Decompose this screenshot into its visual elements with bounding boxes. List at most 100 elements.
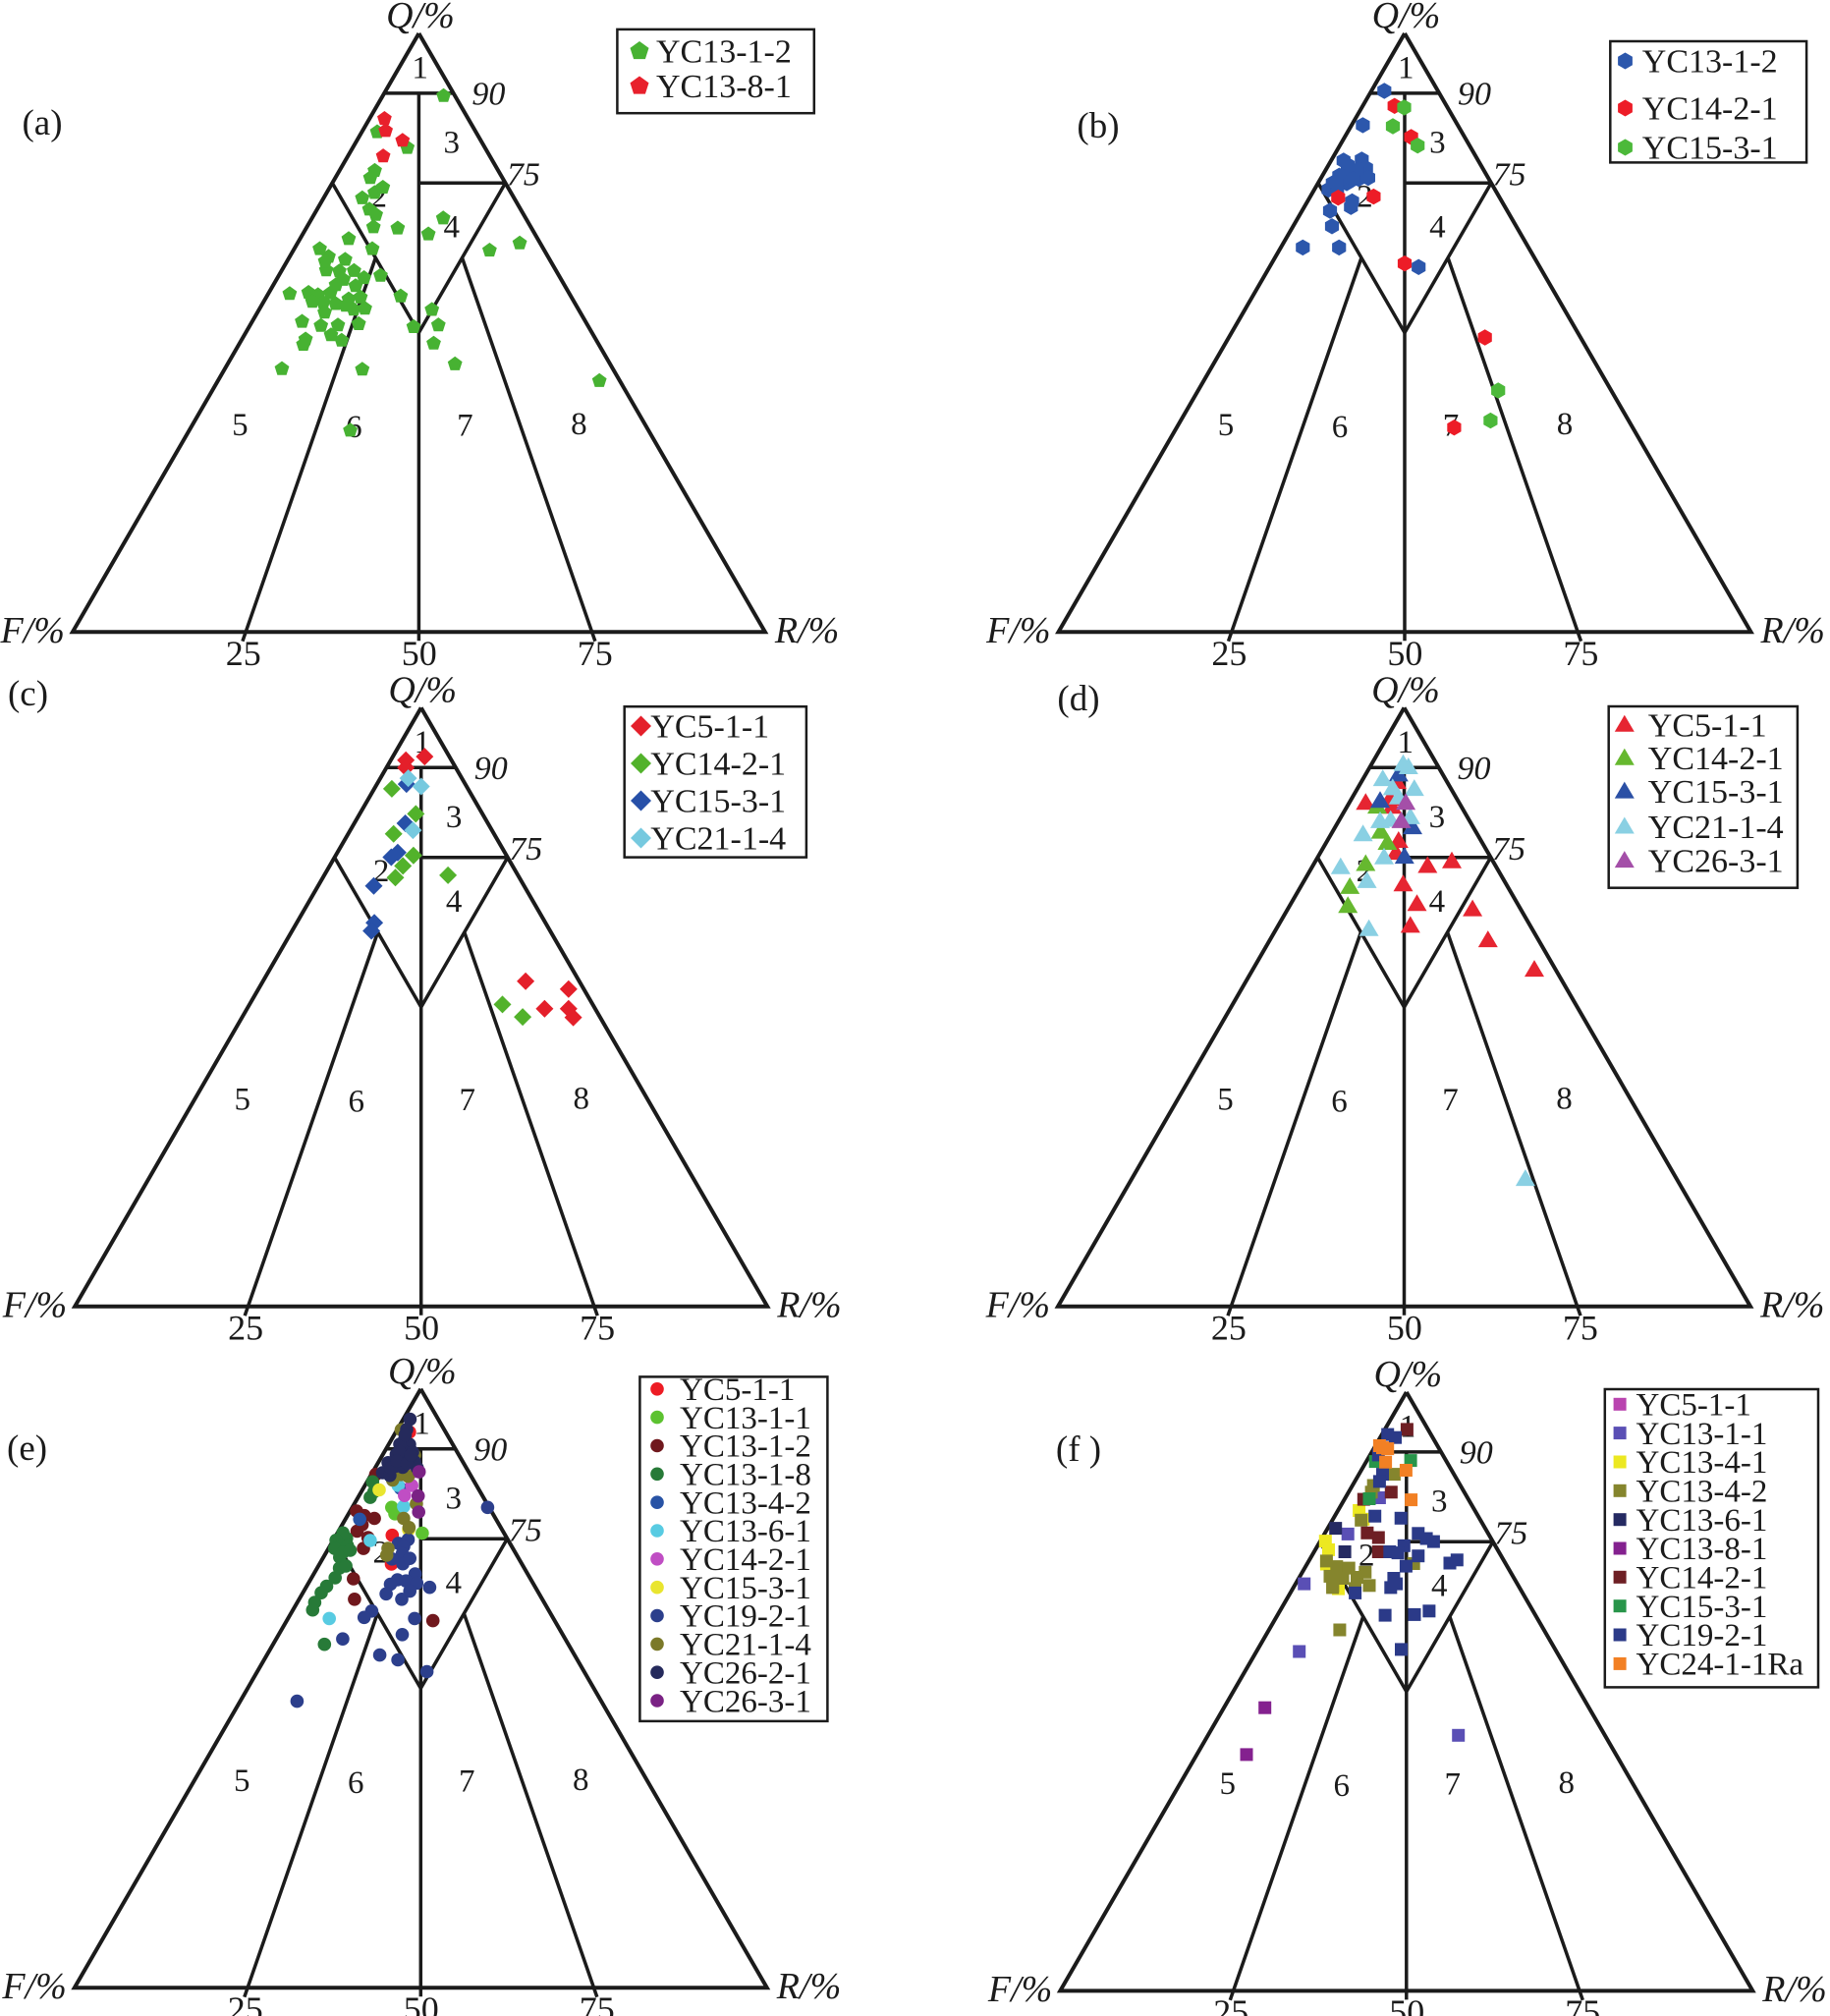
svg-text:R/%: R/% [1759,1285,1824,1326]
svg-text:YC13-8-1: YC13-8-1 [656,69,792,105]
svg-text:3: 3 [445,1481,462,1516]
svg-text:R/%: R/% [776,1966,841,2007]
svg-text:25: 25 [1211,634,1247,673]
svg-text:7: 7 [459,1764,475,1799]
svg-text:6: 6 [348,1765,364,1801]
svg-text:75: 75 [578,634,613,673]
svg-text:90: 90 [473,1431,507,1468]
svg-text:2: 2 [373,854,390,889]
svg-text:YC14-2-1: YC14-2-1 [1642,91,1778,128]
svg-text:(b): (b) [1077,106,1119,146]
svg-text:YC15-3-1: YC15-3-1 [680,1571,811,1606]
svg-text:6: 6 [1331,1084,1348,1119]
svg-text:6: 6 [348,1084,364,1119]
svg-text:25: 25 [1211,1308,1247,1347]
svg-text:YC15-3-1: YC15-3-1 [1642,131,1778,167]
svg-text:Q/%: Q/% [388,1351,457,1392]
svg-text:YC13-1-2: YC13-1-2 [656,34,792,71]
svg-text:YC5-1-1: YC5-1-1 [650,709,769,746]
svg-text:YC14-2-1: YC14-2-1 [680,1542,811,1578]
svg-text:R/%: R/% [776,1285,841,1326]
svg-text:5: 5 [234,1082,250,1117]
svg-text:7: 7 [459,1083,475,1118]
svg-text:(c): (c) [8,674,48,714]
svg-text:25: 25 [226,634,261,673]
svg-text:YC13-4-2: YC13-4-2 [680,1485,811,1521]
svg-text:5: 5 [1217,1082,1234,1117]
svg-text:(f ): (f ) [1056,1429,1101,1470]
svg-text:90: 90 [1460,1435,1493,1472]
svg-text:8: 8 [1557,407,1574,442]
svg-text:YC15-3-1: YC15-3-1 [1648,774,1784,811]
svg-text:F/%: F/% [985,610,1050,651]
svg-text:Q/%: Q/% [1371,669,1440,710]
svg-text:Q/%: Q/% [1373,1354,1442,1395]
svg-text:75: 75 [1563,1308,1598,1347]
svg-text:75: 75 [1494,1516,1527,1552]
svg-text:YC13-1-2: YC13-1-2 [680,1429,811,1465]
svg-text:8: 8 [573,1081,589,1116]
svg-text:YC13-8-1: YC13-8-1 [1636,1532,1768,1567]
svg-text:4: 4 [446,884,463,920]
svg-text:R/%: R/% [774,610,839,651]
svg-text:90: 90 [1458,77,1491,113]
svg-text:4: 4 [1431,1569,1448,1604]
svg-text:Q/%: Q/% [1372,0,1441,36]
svg-text:1: 1 [414,1406,430,1441]
svg-text:25: 25 [228,1308,263,1347]
svg-text:75: 75 [1492,831,1525,868]
svg-text:YC5-1-1: YC5-1-1 [1648,707,1767,744]
svg-text:6: 6 [1332,410,1349,445]
svg-text:3: 3 [1431,1484,1448,1520]
svg-text:YC26-3-1: YC26-3-1 [1648,844,1784,880]
svg-text:4: 4 [1429,884,1446,920]
svg-text:8: 8 [573,1763,589,1798]
svg-text:3: 3 [1429,126,1446,161]
svg-text:R/%: R/% [1761,1969,1826,2010]
svg-text:YC19-2-1: YC19-2-1 [680,1599,811,1635]
svg-text:YC13-1-8: YC13-1-8 [680,1458,811,1493]
svg-text:4: 4 [1429,210,1446,246]
svg-text:F/%: F/% [987,1969,1052,2010]
svg-text:50: 50 [1389,1992,1424,2016]
svg-text:3: 3 [444,126,461,161]
svg-text:YC13-4-1: YC13-4-1 [1636,1445,1768,1481]
svg-text:YC21-1-4: YC21-1-4 [680,1628,811,1663]
svg-text:YC13-1-1: YC13-1-1 [680,1401,811,1436]
svg-text:Q/%: Q/% [388,669,457,710]
svg-text:50: 50 [1387,634,1422,673]
svg-text:7: 7 [1445,1767,1462,1803]
svg-text:5: 5 [1220,1766,1237,1802]
svg-text:75: 75 [509,1512,542,1548]
svg-text:75: 75 [1565,1992,1600,2016]
svg-text:YC14-2-1: YC14-2-1 [1648,741,1784,777]
svg-text:R/%: R/% [1760,610,1825,651]
svg-text:75: 75 [1493,157,1526,194]
svg-text:50: 50 [404,1308,439,1347]
svg-text:YC19-2-1: YC19-2-1 [1636,1618,1768,1653]
svg-text:(a): (a) [22,103,62,143]
svg-text:YC14-2-1: YC14-2-1 [650,747,786,783]
svg-text:F/%: F/% [2,1285,67,1326]
svg-text:7: 7 [1442,1083,1459,1118]
svg-text:YC13-4-2: YC13-4-2 [1636,1475,1768,1510]
svg-text:(e): (e) [7,1428,47,1469]
svg-text:YC5-1-1: YC5-1-1 [680,1372,795,1408]
svg-text:90: 90 [474,751,508,787]
svg-text:YC13-6-1: YC13-6-1 [1636,1503,1768,1539]
svg-text:2: 2 [1359,1539,1375,1574]
svg-text:75: 75 [507,157,540,194]
svg-text:5: 5 [1218,408,1235,443]
svg-text:3: 3 [446,800,463,835]
svg-text:50: 50 [402,634,437,673]
svg-text:F/%: F/% [985,1285,1050,1326]
svg-text:YC13-1-2: YC13-1-2 [1642,44,1778,81]
svg-text:7: 7 [457,409,473,444]
svg-text:50: 50 [404,1989,439,2016]
svg-text:5: 5 [234,1764,250,1799]
svg-text:YC14-2-1: YC14-2-1 [1636,1561,1768,1596]
svg-text:1: 1 [412,51,428,86]
svg-text:F/%: F/% [0,610,65,651]
svg-text:YC5-1-1: YC5-1-1 [1636,1388,1751,1424]
svg-text:5: 5 [232,408,249,443]
